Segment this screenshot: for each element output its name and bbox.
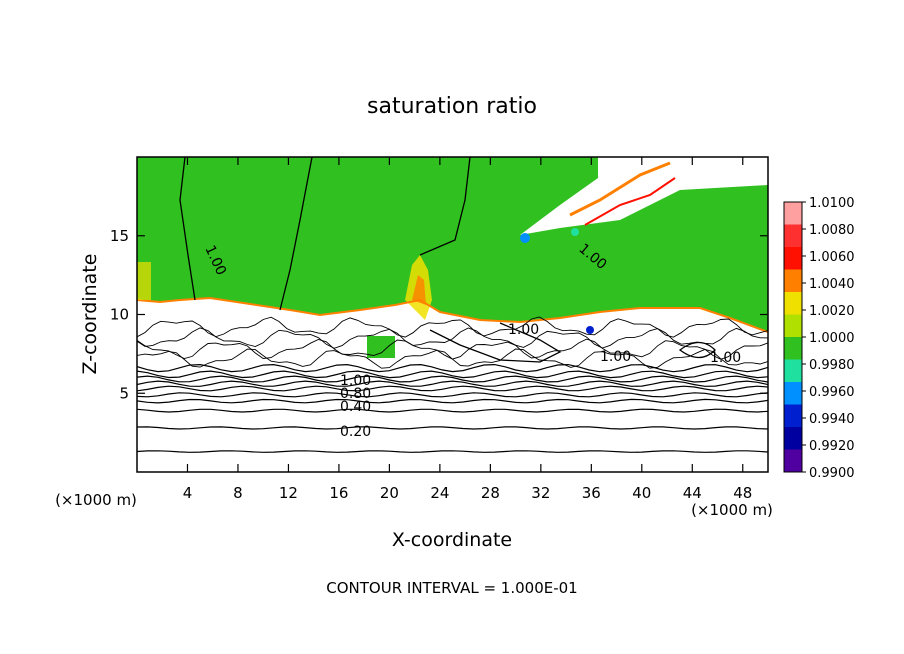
contour-label: 1.00 — [508, 322, 539, 338]
colorbar-label: 1.0060 — [809, 250, 855, 265]
contour-line — [137, 375, 768, 383]
x-tick-label: 28 — [481, 484, 500, 502]
colorbar-label: 0.9920 — [809, 439, 855, 454]
x-tick-label: 48 — [733, 484, 752, 502]
colorbar-swatch — [784, 292, 802, 315]
x-unit-left: (×1000 m) — [55, 491, 137, 509]
contour-upper — [179, 157, 196, 301]
undersaturated-spot — [586, 326, 594, 334]
contour-line — [137, 363, 768, 373]
cloud-patch-edge — [569, 161, 671, 217]
contour-upper — [279, 157, 313, 311]
contour-line — [137, 392, 768, 398]
chart-title: saturation ratio — [367, 94, 537, 119]
x-tick-label: 44 — [683, 484, 702, 502]
x-tick-label: 4 — [183, 484, 193, 502]
contour-line — [137, 316, 768, 338]
colorbar-swatch — [784, 337, 802, 360]
x-axis-label: X-coordinate — [392, 529, 512, 551]
contour-interval-note: CONTOUR INTERVAL = 1.000E-01 — [326, 579, 577, 597]
x-tick-label: 24 — [430, 484, 449, 502]
contour-label: 0.80 — [340, 386, 371, 402]
cloud-patch-upper — [570, 163, 675, 225]
contour-lines — [137, 316, 768, 453]
y-axis-label: Z-coordinate — [79, 254, 101, 375]
colorbar-swatch — [784, 247, 802, 270]
contour-label: 1.00 — [710, 350, 741, 366]
contour-upper — [419, 157, 471, 256]
contour-label: 0.20 — [340, 424, 371, 440]
colorbar-swatch — [784, 202, 802, 225]
contour-line — [137, 370, 768, 379]
colorbar-swatch — [784, 269, 802, 292]
x-tick-label: 36 — [582, 484, 601, 502]
cloud-top-edge — [137, 296, 768, 333]
colorbar-label: 1.0040 — [809, 277, 855, 292]
colorbar-swatch — [784, 404, 802, 427]
saturated-region — [137, 157, 768, 332]
colorbar-swatch — [784, 224, 802, 247]
colorbar-label: 0.9940 — [809, 412, 855, 427]
contour-line — [137, 408, 768, 413]
x-tick-label: 20 — [380, 484, 399, 502]
colorbar-swatch — [784, 427, 802, 450]
plot-area — [137, 157, 768, 472]
y-tick-label: 10 — [110, 306, 129, 324]
x-axis: 4 8 12 16 20 24 28 32 36 40 44 48 — [183, 157, 752, 502]
supersaturated-plume-core — [412, 275, 426, 305]
y-tick-label: 15 — [110, 227, 129, 245]
contour-label: 1.00 — [340, 373, 371, 389]
colorbar-swatch — [784, 449, 802, 472]
contour-label: 1.00 — [600, 349, 631, 365]
colorbar-swatch — [784, 314, 802, 337]
y-tick-label: 5 — [119, 384, 129, 402]
x-tick-label: 16 — [329, 484, 348, 502]
colorbar-label: 1.0080 — [809, 223, 855, 238]
colorbar-swatch — [784, 359, 802, 382]
x-tick-label: 12 — [279, 484, 298, 502]
x-tick-label: 32 — [531, 484, 550, 502]
contour-label: 0.40 — [340, 399, 371, 415]
colorbar-label: 0.9980 — [809, 358, 855, 373]
x-unit-right: (×1000 m) — [691, 501, 773, 519]
contour-line — [137, 327, 768, 349]
left-edge-strip — [137, 262, 151, 300]
contour-upper — [678, 341, 716, 359]
contour-labels: 1.00 1.00 1.00 1.00 1.00 1.00 0.80 0.40 … — [201, 241, 741, 440]
colorbar-label: 0.9960 — [809, 385, 855, 400]
colorbar-label: 1.0100 — [809, 196, 855, 211]
colorbar: 1.0100 1.0080 1.0060 1.0040 1.0020 1.0000 0.99… — [783, 196, 855, 481]
colorbar-swatch — [784, 382, 802, 405]
contour-line — [137, 385, 768, 392]
contour-line — [137, 380, 768, 387]
colorbar-label: 1.0020 — [809, 304, 855, 319]
cloud-patch-edge-2 — [584, 177, 676, 226]
contour-upper — [429, 322, 562, 363]
x-tick-label: 40 — [632, 484, 651, 502]
contour-line — [137, 338, 768, 360]
contour-line — [137, 426, 768, 430]
contour-line — [137, 450, 768, 453]
y-axis: 5 10 15 — [110, 227, 768, 402]
x-tick-label: 8 — [233, 484, 243, 502]
colorbar-label: 1.0000 — [809, 331, 855, 346]
colorbar-label: 0.9900 — [809, 466, 855, 481]
contour-line — [137, 398, 768, 404]
undersaturated-spot — [571, 228, 579, 236]
cloud-green-patch — [367, 336, 395, 358]
undersaturated-spot — [520, 233, 530, 243]
